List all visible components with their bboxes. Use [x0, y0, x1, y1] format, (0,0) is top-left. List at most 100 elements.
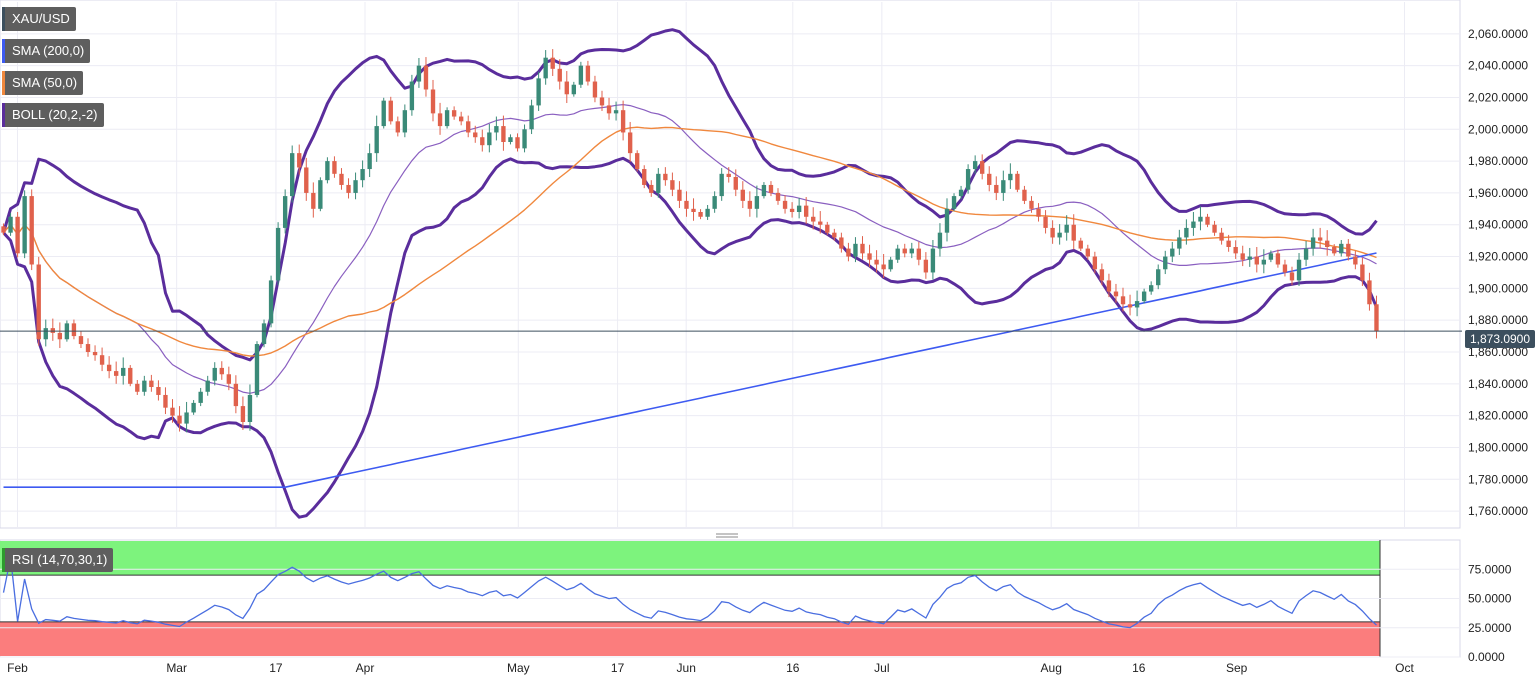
candle-body: [571, 84, 577, 95]
y-tick-label: 2,060.0000: [1468, 27, 1528, 41]
candle-body: [839, 237, 844, 249]
candle-body: [247, 394, 253, 422]
candle-body: [282, 196, 288, 228]
candle-body: [149, 380, 154, 387]
candle-body: [698, 212, 703, 217]
candle-body: [719, 173, 724, 197]
x-tick-label: 17: [269, 661, 283, 675]
panel-splitter[interactable]: [716, 533, 738, 538]
candle-body: [599, 97, 605, 106]
candle-body: [1099, 269, 1105, 281]
candle-body: [951, 196, 957, 209]
candle-body: [536, 78, 541, 106]
candle-body: [275, 227, 281, 281]
boll-upper-band: [2, 28, 1378, 362]
candle-body: [254, 344, 260, 395]
candle-body: [627, 132, 633, 154]
candle-body: [501, 126, 506, 142]
candle-body: [670, 180, 675, 190]
candle-body: [1261, 259, 1267, 265]
candle-body: [1001, 180, 1006, 193]
candle-body: [1170, 248, 1175, 257]
candle-body: [142, 380, 147, 392]
candle-body: [1015, 173, 1020, 190]
candle-body: [691, 208, 696, 212]
legend-rsi[interactable]: RSI (14,70,30,1): [2, 548, 114, 572]
y-tick-label: 1,760.0000: [1468, 504, 1528, 518]
rsi-series-line: [2, 557, 1377, 629]
candle-body: [796, 205, 802, 212]
sma200-line: [3, 252, 1377, 489]
candle-body: [818, 221, 823, 225]
candle-body: [754, 196, 760, 209]
candle-body: [1036, 208, 1041, 217]
rsi-tick-label: 25.0000: [1468, 621, 1512, 635]
candle-body: [191, 402, 196, 413]
x-tick-label: May: [507, 661, 530, 675]
candle-body: [360, 169, 365, 181]
candle-body: [1120, 296, 1126, 305]
candle-body: [268, 280, 274, 324]
candle-body: [1092, 256, 1098, 270]
candle-body: [1050, 227, 1055, 238]
legend-symbol[interactable]: XAU/USD: [2, 7, 76, 31]
candle-body: [606, 105, 612, 114]
boll-middle-band: [3, 103, 1377, 394]
rsi-grid: [0, 568, 1460, 658]
candle-body: [1064, 224, 1069, 233]
candle-body: [1184, 227, 1189, 238]
candle-body: [332, 161, 337, 174]
candle-body: [92, 352, 98, 356]
legend-boll-label: BOLL (20,2,-2): [12, 107, 98, 122]
candle-body: [620, 110, 626, 133]
candle-body: [163, 394, 168, 408]
legend-boll[interactable]: BOLL (20,2,-2): [2, 103, 104, 127]
candle-body: [374, 126, 379, 154]
rsi-tick-label: 75.0000: [1468, 562, 1512, 576]
candle-body: [712, 196, 717, 209]
candle-body: [451, 110, 457, 117]
candle-body: [444, 110, 450, 127]
candle-body: [663, 173, 668, 181]
candle-body: [43, 328, 48, 340]
candle-body: [1275, 253, 1281, 265]
candle-body: [1325, 240, 1330, 247]
candle-body: [881, 264, 886, 270]
time-axis: Feb Mar 17 Apr May 17 Jun 16 Jul Aug 16 Sep Oct: [7, 661, 1414, 675]
candle-body: [1127, 304, 1133, 308]
candle-body: [437, 113, 443, 127]
candle-body: [832, 232, 837, 238]
candle-body: [747, 200, 753, 209]
x-tick-label: Jun: [677, 661, 696, 675]
rsi-line: [2, 557, 1377, 629]
candle-body: [1268, 253, 1274, 260]
candle-body: [782, 200, 788, 209]
candle-body: [550, 57, 555, 69]
rsi-oversold-zone: [0, 621, 1380, 656]
sma50-line: [2, 126, 1377, 357]
candle-body: [944, 208, 950, 233]
candle-body: [789, 208, 795, 212]
x-tick-label: 17: [611, 661, 625, 675]
y-tick-label: 1,940.0000: [1468, 218, 1528, 232]
legend-sma50[interactable]: SMA (50,0): [2, 71, 84, 95]
legend-sma200[interactable]: SMA (200,0): [2, 39, 91, 63]
candle-body: [290, 153, 295, 197]
candle-body: [135, 383, 140, 392]
bollinger-bands: [2, 28, 1378, 519]
candle-body: [1, 226, 6, 233]
candle-body: [318, 180, 323, 209]
candle-body: [529, 105, 534, 130]
candle-body: [402, 110, 408, 133]
candle-body: [458, 116, 464, 122]
legend-sma50-label: SMA (50,0): [12, 75, 78, 90]
candle-body: [1254, 256, 1259, 265]
candle-body: [1303, 248, 1309, 260]
candle-body: [1134, 301, 1140, 308]
candle-body: [980, 161, 985, 174]
candle-body: [585, 65, 591, 82]
candle-body: [78, 336, 84, 345]
candle-body: [1043, 216, 1048, 228]
